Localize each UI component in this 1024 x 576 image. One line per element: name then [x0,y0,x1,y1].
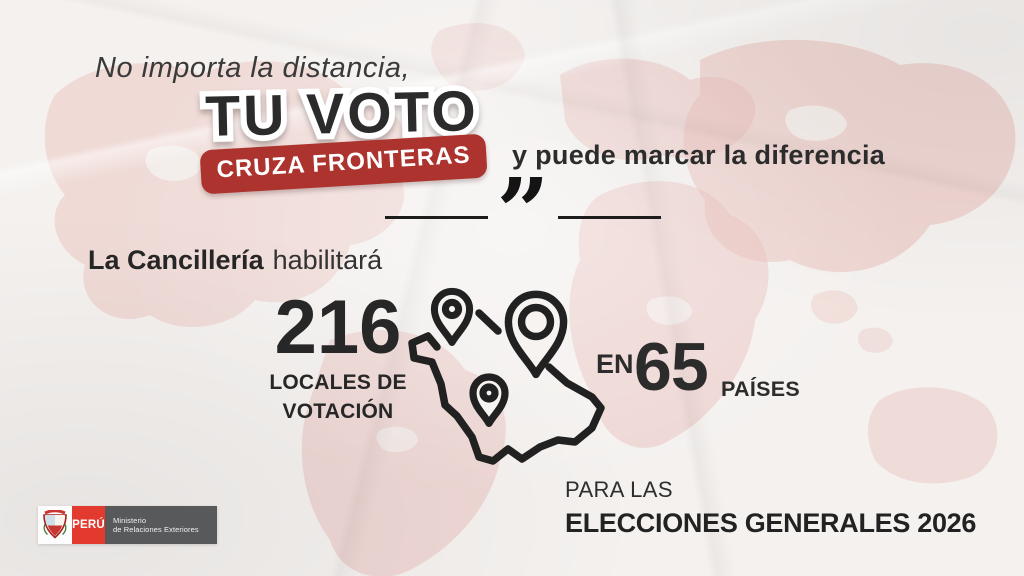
ministry-line2: de Relaciones Exteriores [113,525,199,534]
ministry-line1: Ministerio [113,515,147,525]
lead-bold-part: La Cancillería [88,245,264,275]
government-logo-bar: PERÚ Ministerio de Relaciones Exteriores [38,506,217,544]
intro-line: No importa la distancia, [95,52,411,84]
quote-divider: ” [385,166,677,258]
divider-line-left [385,216,488,219]
peru-coat-of-arms [38,506,72,544]
ministry-label: Ministerio de Relaciones Exteriores [105,506,217,544]
peru-logo: PERÚ [72,506,105,544]
event-title: PARA LAS ELECCIONES GENERALES 2026 [565,477,976,539]
stat-locales: 216 LOCALES DE VOTACIÓN [262,290,414,423]
lead-rest-part: habilitará [272,245,383,275]
closing-quote-icon: ” [496,158,550,266]
locales-label-line1: LOCALES DE [269,371,407,394]
event-line2: ELECCIONES GENERALES 2026 [565,508,977,538]
locales-label-line2: VOTACIÓN [282,399,394,423]
locales-count: 216 [274,285,402,370]
hero-subtitle: y puede marcar la diferencia [512,140,886,170]
peru-logo-label: PERÚ [72,519,105,531]
event-line1: PARA LAS [565,477,673,502]
lead-sentence: La Cancillería habilitará [88,245,382,276]
divider-line-right [558,216,661,219]
hero-title-group: TU VOTO TU VOTO CRUZA FRONTERAS [199,73,488,195]
hero-badge-label: CRUZA FRONTERAS [215,141,472,184]
coat-of-arms-icon [43,510,67,539]
